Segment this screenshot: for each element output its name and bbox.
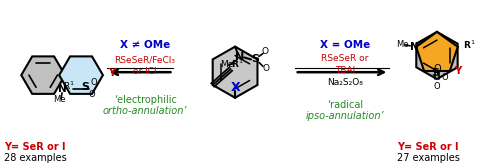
Text: O: O bbox=[262, 64, 270, 73]
Text: ‘radical: ‘radical bbox=[327, 100, 363, 110]
Text: ortho-annulation’: ortho-annulation’ bbox=[103, 106, 188, 117]
Text: Y= SeR or I: Y= SeR or I bbox=[397, 142, 458, 152]
Text: R$^1$: R$^1$ bbox=[232, 57, 244, 70]
Text: TBAI: TBAI bbox=[335, 66, 355, 75]
Polygon shape bbox=[59, 56, 103, 94]
Text: X ≠ OMe: X ≠ OMe bbox=[120, 40, 170, 50]
Text: N: N bbox=[236, 52, 244, 62]
Text: RSeSeR or: RSeSeR or bbox=[322, 54, 368, 63]
Polygon shape bbox=[416, 32, 458, 79]
Text: RSeSeR/FeCl₃: RSeSeR/FeCl₃ bbox=[114, 55, 176, 64]
Text: O: O bbox=[434, 82, 440, 91]
Text: N: N bbox=[58, 84, 66, 94]
Text: ipso-annulation’: ipso-annulation’ bbox=[306, 111, 384, 121]
Text: Y= SeR or I: Y= SeR or I bbox=[4, 142, 66, 152]
Text: S: S bbox=[251, 54, 259, 64]
Text: 28 examples: 28 examples bbox=[4, 153, 67, 163]
Text: Me: Me bbox=[396, 40, 408, 49]
Text: 27 examples: 27 examples bbox=[397, 153, 460, 163]
Text: O: O bbox=[262, 47, 268, 56]
Text: Y: Y bbox=[108, 68, 116, 78]
Text: S: S bbox=[431, 68, 439, 78]
Text: Na₂S₂O₈: Na₂S₂O₈ bbox=[327, 78, 363, 87]
Text: Y: Y bbox=[454, 66, 461, 76]
Polygon shape bbox=[22, 56, 65, 94]
Text: S: S bbox=[81, 82, 89, 92]
Text: X: X bbox=[230, 81, 240, 94]
Text: O: O bbox=[433, 64, 441, 74]
Text: Me: Me bbox=[53, 95, 66, 104]
Text: X = OMe: X = OMe bbox=[320, 40, 370, 50]
Polygon shape bbox=[416, 32, 458, 71]
Text: O: O bbox=[90, 78, 98, 86]
Text: or ICl: or ICl bbox=[134, 67, 157, 76]
Text: R$^1$: R$^1$ bbox=[462, 39, 475, 51]
Text: N: N bbox=[410, 42, 418, 52]
Polygon shape bbox=[212, 47, 258, 98]
Text: ‘electrophilic: ‘electrophilic bbox=[114, 95, 176, 105]
Text: R$^1$: R$^1$ bbox=[63, 80, 75, 92]
Text: Me: Me bbox=[220, 60, 234, 69]
Text: O: O bbox=[442, 73, 448, 82]
Text: O: O bbox=[88, 90, 96, 99]
